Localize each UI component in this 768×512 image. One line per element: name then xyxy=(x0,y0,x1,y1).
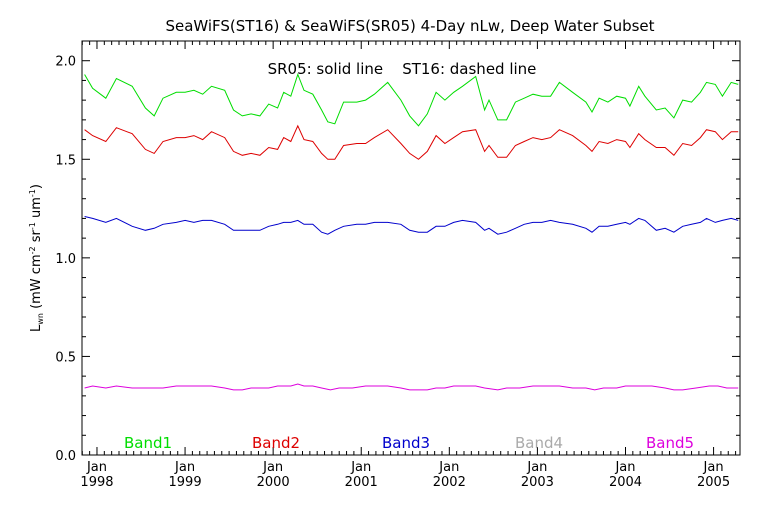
y-axis-label-sup2: -1 xyxy=(28,222,37,230)
x-tick-year-label: 2002 xyxy=(433,475,466,490)
x-tick-month-label: Jan xyxy=(526,460,547,475)
x-tick-year-label: 1998 xyxy=(80,475,113,490)
y-tick-label: 1.5 xyxy=(55,153,76,168)
x-tick-month-label: Jan xyxy=(86,460,107,475)
y-axis-label-rest4: ) xyxy=(29,184,44,189)
x-tick-year-label: 2004 xyxy=(609,475,642,490)
y-tick-label: 2.0 xyxy=(55,55,76,70)
series-line-band2 xyxy=(84,124,739,160)
x-tick-year-label: 2005 xyxy=(697,475,730,490)
x-tick-month-label: Jan xyxy=(350,460,371,475)
series-line-band5 xyxy=(84,383,739,391)
y-axis-label-rest1: (mW cm xyxy=(29,254,44,313)
y-axis-label-sup3: -1 xyxy=(28,189,37,197)
line-style-annotation: SR05: solid line ST16: dashed line xyxy=(268,60,537,78)
y-tick-label: 0.5 xyxy=(55,350,76,365)
series-line-band3 xyxy=(84,216,739,235)
y-axis-label-sup1: -2 xyxy=(28,246,37,254)
y-axis-label-main: L xyxy=(29,324,44,332)
legend-item-band4: Band4 xyxy=(515,434,563,452)
legend-item-band3: Band3 xyxy=(382,434,430,452)
chart-title: SeaWiFS(ST16) & SeaWiFS(SR05) 4-Day nLw,… xyxy=(165,17,654,35)
legend-item-band2: Band2 xyxy=(252,434,300,452)
series-line-band1 xyxy=(84,73,739,127)
y-axis-label-rest2: sr xyxy=(29,230,44,247)
legend-layer: Band1 Band2 Band3 Band4 Band5 xyxy=(124,434,694,452)
plot-frame xyxy=(81,40,741,456)
y-tick-label: 1.0 xyxy=(55,252,76,267)
x-tick-month-label: Jan xyxy=(438,460,459,475)
x-tick-month-label: Jan xyxy=(262,460,283,475)
ticks-layer: 0.00.51.01.52.0Jan1998Jan1999Jan2000Jan2… xyxy=(55,41,740,490)
x-tick-month-label: Jan xyxy=(614,460,635,475)
legend-item-band1: Band1 xyxy=(124,434,172,452)
x-tick-month-label: Jan xyxy=(174,460,195,475)
legend-item-band5: Band5 xyxy=(646,434,694,452)
x-tick-year-label: 2003 xyxy=(521,475,554,490)
x-tick-month-label: Jan xyxy=(703,460,724,475)
series-layer xyxy=(84,73,739,391)
x-tick-year-label: 1999 xyxy=(169,475,202,490)
y-axis-label: Lwn (mW cm-2 sr-1 um-1) xyxy=(28,184,45,332)
y-axis-label-sub: wn xyxy=(36,313,45,325)
x-tick-year-label: 2000 xyxy=(257,475,290,490)
x-tick-year-label: 2001 xyxy=(345,475,378,490)
y-axis-label-rest3: um xyxy=(29,197,44,222)
y-tick-label: 0.0 xyxy=(55,449,76,464)
